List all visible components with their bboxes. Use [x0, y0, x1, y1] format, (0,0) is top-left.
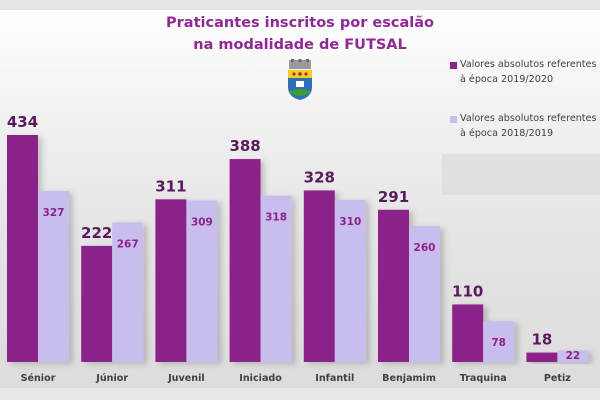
- bar-2018-2019: [112, 222, 144, 362]
- legend-swatch-2018-2019: [450, 116, 457, 123]
- bar-2019-2020: [378, 209, 409, 362]
- bar-2019-2020: [229, 159, 261, 362]
- legend-label-line: Valores absolutos referentes: [460, 113, 597, 124]
- bar-2018-2019: [409, 226, 440, 362]
- x-tick-label: Petiz: [544, 373, 571, 384]
- bar-2018-2019: [260, 195, 292, 362]
- bar-2018-2019: [38, 190, 69, 362]
- bar-2018-2019: [557, 350, 589, 362]
- legend-item-2018-2019: Valores absolutos referentes à época 201…: [450, 112, 600, 141]
- data-label-2019-2020: 311: [155, 177, 186, 195]
- bar-2018-2019: [186, 200, 218, 362]
- data-label-2019-2020: 388: [229, 137, 260, 155]
- bottom-band: [0, 388, 600, 400]
- data-label-2018-2019: 260: [414, 242, 436, 254]
- bar-2019-2020: [7, 135, 38, 362]
- bar-2018-2019: [483, 321, 515, 362]
- data-label-2018-2019: 327: [43, 207, 65, 219]
- chart-title: Praticantes inscritos por escalão na mod…: [150, 12, 450, 56]
- chart-legend: Valores absolutos referentes à época 201…: [450, 58, 600, 166]
- data-label-2018-2019: 78: [491, 337, 506, 349]
- bar-2019-2020: [81, 245, 113, 362]
- bar-2019-2020: [303, 190, 335, 362]
- legend-label-line: à época 2019/2020: [460, 73, 554, 85]
- data-label-2019-2020: 222: [81, 224, 112, 242]
- data-label-2019-2020: 18: [531, 331, 552, 349]
- x-tick-label: Juvenil: [167, 373, 205, 384]
- data-label-2019-2020: 434: [7, 113, 38, 131]
- bar-2019-2020: [526, 352, 558, 362]
- legend-swatch-2019-2020: [450, 62, 457, 69]
- legend-item-2019-2020: Valores absolutos referentes à época 201…: [450, 58, 600, 87]
- legend-label-line: Valores absolutos referentes: [460, 59, 597, 70]
- x-tick-label: Infantil: [315, 373, 354, 384]
- title-line-2: na modalidade de FUTSAL: [193, 37, 407, 53]
- x-tick-label: Benjamim: [382, 373, 436, 384]
- data-label-2018-2019: 309: [191, 216, 213, 228]
- bar-2018-2019: [334, 199, 366, 362]
- data-label-2018-2019: 318: [265, 212, 287, 224]
- x-tick-label: Sénior: [21, 372, 56, 384]
- data-label-2019-2020: 110: [452, 282, 483, 300]
- bar-2019-2020: [155, 199, 187, 362]
- bar-2019-2020: [452, 304, 484, 362]
- title-line-1: Praticantes inscritos por escalão: [166, 15, 434, 31]
- data-label-2018-2019: 22: [566, 350, 581, 362]
- x-tick-label: Traquina: [460, 373, 507, 384]
- data-label-2019-2020: 328: [304, 168, 335, 186]
- municipal-crest-icon: [288, 59, 312, 100]
- x-tick-label: Júnior: [95, 372, 128, 384]
- data-label-2018-2019: 267: [117, 238, 139, 250]
- legend-background-box: [442, 154, 600, 195]
- data-label-2018-2019: 310: [339, 216, 361, 228]
- data-label-2019-2020: 291: [378, 188, 409, 206]
- legend-label-line: à época 2018/2019: [460, 127, 554, 139]
- x-tick-label: Iniciado: [239, 373, 282, 384]
